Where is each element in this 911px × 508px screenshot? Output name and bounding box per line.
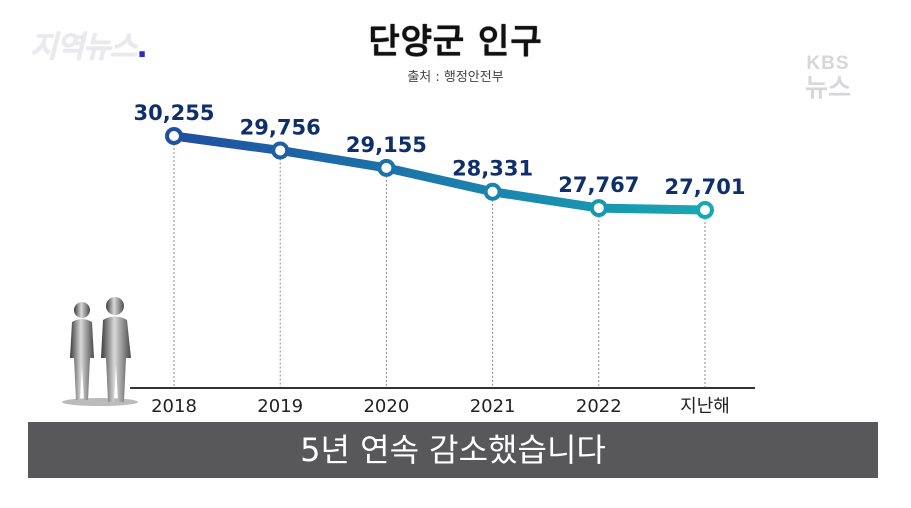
kbs-news-watermark: KBS 뉴스 xyxy=(805,54,851,102)
data-label: 27,767 xyxy=(558,173,639,197)
chart-title: 단양군 인구 xyxy=(368,22,543,62)
x-tick-label: 지난해 xyxy=(680,396,730,417)
data-point xyxy=(483,182,502,201)
x-tick-label: 2022 xyxy=(576,396,622,417)
data-point xyxy=(271,141,290,160)
chart-source: 출처 : 행정안전부 xyxy=(407,70,504,85)
data-point xyxy=(696,201,714,219)
x-tick-label: 2021 xyxy=(470,396,516,417)
series-line xyxy=(169,131,710,215)
x-tick-label: 2020 xyxy=(363,396,409,417)
watermark-line1: KBS xyxy=(806,53,850,74)
data-label: 29,756 xyxy=(240,115,321,139)
logo-text: 지역뉴스 xyxy=(30,30,137,65)
elderly-couple-icon xyxy=(62,297,138,406)
logo-dot: . xyxy=(136,30,147,65)
x-tick-label: 2019 xyxy=(257,396,303,417)
data-point xyxy=(589,199,608,218)
news-logo: 지역뉴스. xyxy=(30,22,148,66)
data-label: 30,255 xyxy=(133,101,214,125)
watermark-line2: 뉴스 xyxy=(804,73,851,102)
data-label: 28,331 xyxy=(452,157,533,181)
data-label: 27,701 xyxy=(664,175,745,199)
caption-bar xyxy=(28,422,878,478)
x-tick-label: 2018 xyxy=(151,396,197,417)
data-point xyxy=(165,127,183,145)
data-point xyxy=(377,158,396,177)
caption-text: 5년 연속 감소했습니다 xyxy=(300,431,606,469)
data-label: 29,155 xyxy=(346,133,427,157)
